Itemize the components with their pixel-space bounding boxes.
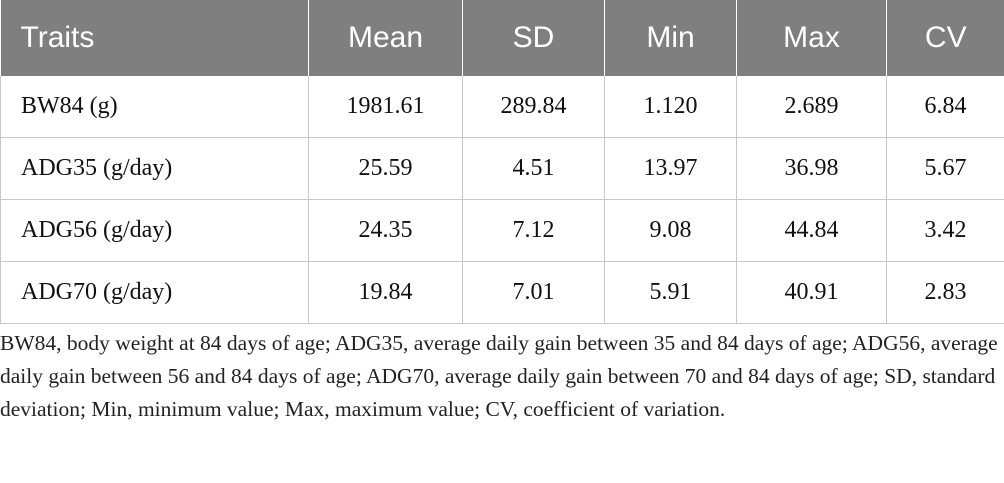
header-max: Max — [736, 0, 887, 76]
cell-min: 5.91 — [604, 261, 737, 324]
header-min: Min — [604, 0, 737, 76]
table-row: ADG70 (g/day) 19.84 7.01 5.91 40.91 2.83 — [0, 261, 1004, 324]
cell-min: 13.97 — [604, 137, 737, 200]
trait-statistics-table: Traits Mean SD Min Max CV BW84 (g) 1981.… — [0, 0, 1004, 324]
cell-max: 40.91 — [736, 261, 887, 324]
table-footnote: BW84, body weight at 84 days of age; ADG… — [0, 331, 998, 421]
cell-min: 9.08 — [604, 199, 737, 262]
cell-sd: 289.84 — [462, 76, 605, 138]
table-row: ADG56 (g/day) 24.35 7.12 9.08 44.84 3.42 — [0, 199, 1004, 262]
cell-sd: 7.12 — [462, 199, 605, 262]
cell-trait: ADG35 (g/day) — [0, 137, 309, 200]
cell-trait: ADG56 (g/day) — [0, 199, 309, 262]
cell-cv: 3.42 — [886, 199, 1004, 262]
cell-mean: 24.35 — [308, 199, 463, 262]
table-header-row: Traits Mean SD Min Max CV — [0, 0, 1004, 76]
cell-max: 44.84 — [736, 199, 887, 262]
cell-cv: 5.67 — [886, 137, 1004, 200]
header-sd: SD — [462, 0, 605, 76]
cell-sd: 4.51 — [462, 137, 605, 200]
cell-cv: 6.84 — [886, 76, 1004, 138]
cell-trait: ADG70 (g/day) — [0, 261, 309, 324]
statistics-table-container: Traits Mean SD Min Max CV BW84 (g) 1981.… — [0, 0, 1004, 324]
cell-cv: 2.83 — [886, 261, 1004, 324]
cell-trait: BW84 (g) — [0, 76, 309, 138]
cell-max: 36.98 — [736, 137, 887, 200]
table-row: ADG35 (g/day) 25.59 4.51 13.97 36.98 5.6… — [0, 137, 1004, 200]
header-cv: CV — [886, 0, 1004, 76]
table-row: BW84 (g) 1981.61 289.84 1.120 2.689 6.84 — [0, 76, 1004, 138]
cell-max: 2.689 — [736, 76, 887, 138]
cell-mean: 1981.61 — [308, 76, 463, 138]
cell-min: 1.120 — [604, 76, 737, 138]
header-traits: Traits — [0, 0, 309, 76]
cell-mean: 25.59 — [308, 137, 463, 200]
cell-sd: 7.01 — [462, 261, 605, 324]
cell-mean: 19.84 — [308, 261, 463, 324]
header-mean: Mean — [308, 0, 463, 76]
